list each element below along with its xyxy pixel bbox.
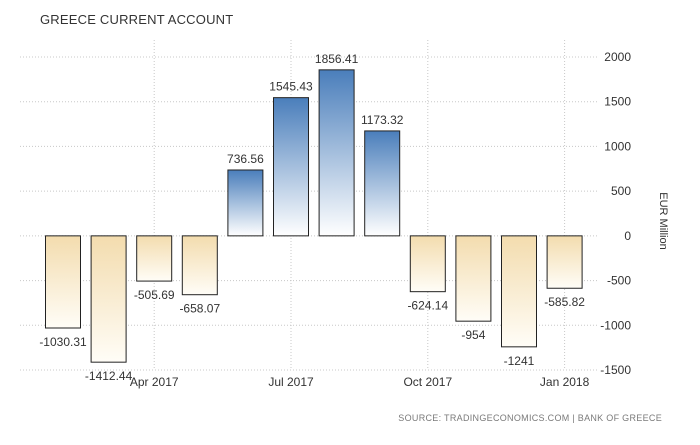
source-footer: SOURCE: TRADINGECONOMICS.COM | BANK OF G…: [398, 413, 662, 423]
bar-value-label: -1241: [504, 354, 535, 368]
bar-jan-2018: [546, 235, 583, 289]
bar-value-label: 1173.32: [361, 113, 404, 127]
y-tick-label: 1000: [604, 139, 631, 153]
bar-feb-2017: [45, 235, 81, 329]
x-tick-label: Jan 2018: [540, 375, 590, 389]
bar-value-label: 736.56: [227, 152, 264, 166]
bar-value-label: -1412.44: [85, 369, 133, 383]
y-tick-label: -500: [607, 274, 631, 288]
x-tick-label: Oct 2017: [403, 375, 452, 389]
bar-value-label: -658.07: [179, 302, 220, 316]
bar-jul-2017: [273, 97, 309, 237]
bar-value-label: -624.14: [407, 299, 448, 313]
y-tick-label: 500: [611, 184, 631, 198]
bar-oct-2017: [409, 235, 446, 293]
y-tick-label: 2000: [604, 50, 631, 64]
bar-value-label: -954: [461, 328, 485, 342]
bars: [45, 69, 583, 363]
bar-value-label: -1030.31: [39, 335, 87, 349]
bar-may-2017: [181, 235, 218, 296]
y-tick-label: 0: [624, 229, 631, 243]
bar-value-label: 1545.43: [269, 80, 313, 94]
x-tick-label: Apr 2017: [130, 375, 179, 389]
bar-aug-2017: [318, 69, 355, 237]
value-labels: -1030.31 -1412.44 -505.69 -658.07 736.56 1545…: [39, 52, 585, 383]
x-axis-ticks: Apr 2017 Jul 2017 Oct 2017 Jan 2018: [130, 375, 590, 389]
y-tick-label: -1500: [600, 363, 631, 377]
y-axis-ticks: 2000 1500 1000 500 0 -500 -1000 -1500: [600, 50, 631, 377]
bar-value-label: 1856.41: [315, 52, 359, 66]
bar-value-label: -585.82: [544, 295, 585, 309]
x-tick-label: Jul 2017: [268, 375, 314, 389]
y-tick-label: -1000: [600, 318, 631, 332]
bar-mar-2017: [90, 235, 127, 363]
bar-jun-2017: [227, 169, 264, 237]
bar-dec-2017: [501, 235, 537, 348]
bar-nov-2017: [455, 235, 492, 322]
bar-sep-2017: [364, 130, 401, 237]
y-axis-label: EUR Million: [657, 192, 669, 249]
chart-title: GREECE CURRENT ACCOUNT: [40, 12, 234, 27]
y-tick-label: 1500: [604, 95, 631, 109]
bar-apr-2017: [136, 235, 173, 282]
bar-value-label: -505.69: [134, 288, 175, 302]
